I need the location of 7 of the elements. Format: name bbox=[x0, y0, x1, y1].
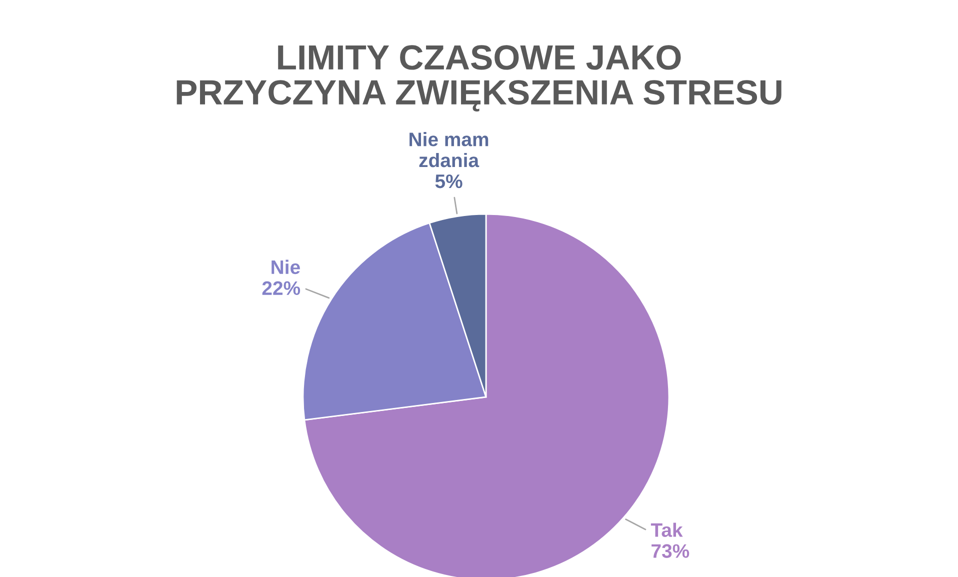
slice-label: Nie mam zdania bbox=[410, 132, 488, 168]
data-label: 22% bbox=[262, 281, 300, 295]
data-label: 5% bbox=[435, 174, 462, 188]
slice-label: Nie bbox=[272, 260, 300, 274]
data-label: 73% bbox=[652, 544, 690, 558]
slice-label: Tak bbox=[650, 522, 683, 537]
chart-title: LIMITY CZASOWE JAKO PRZYCZYNA ZWIĘKSZENIA STRESU bbox=[176, 45, 782, 112]
